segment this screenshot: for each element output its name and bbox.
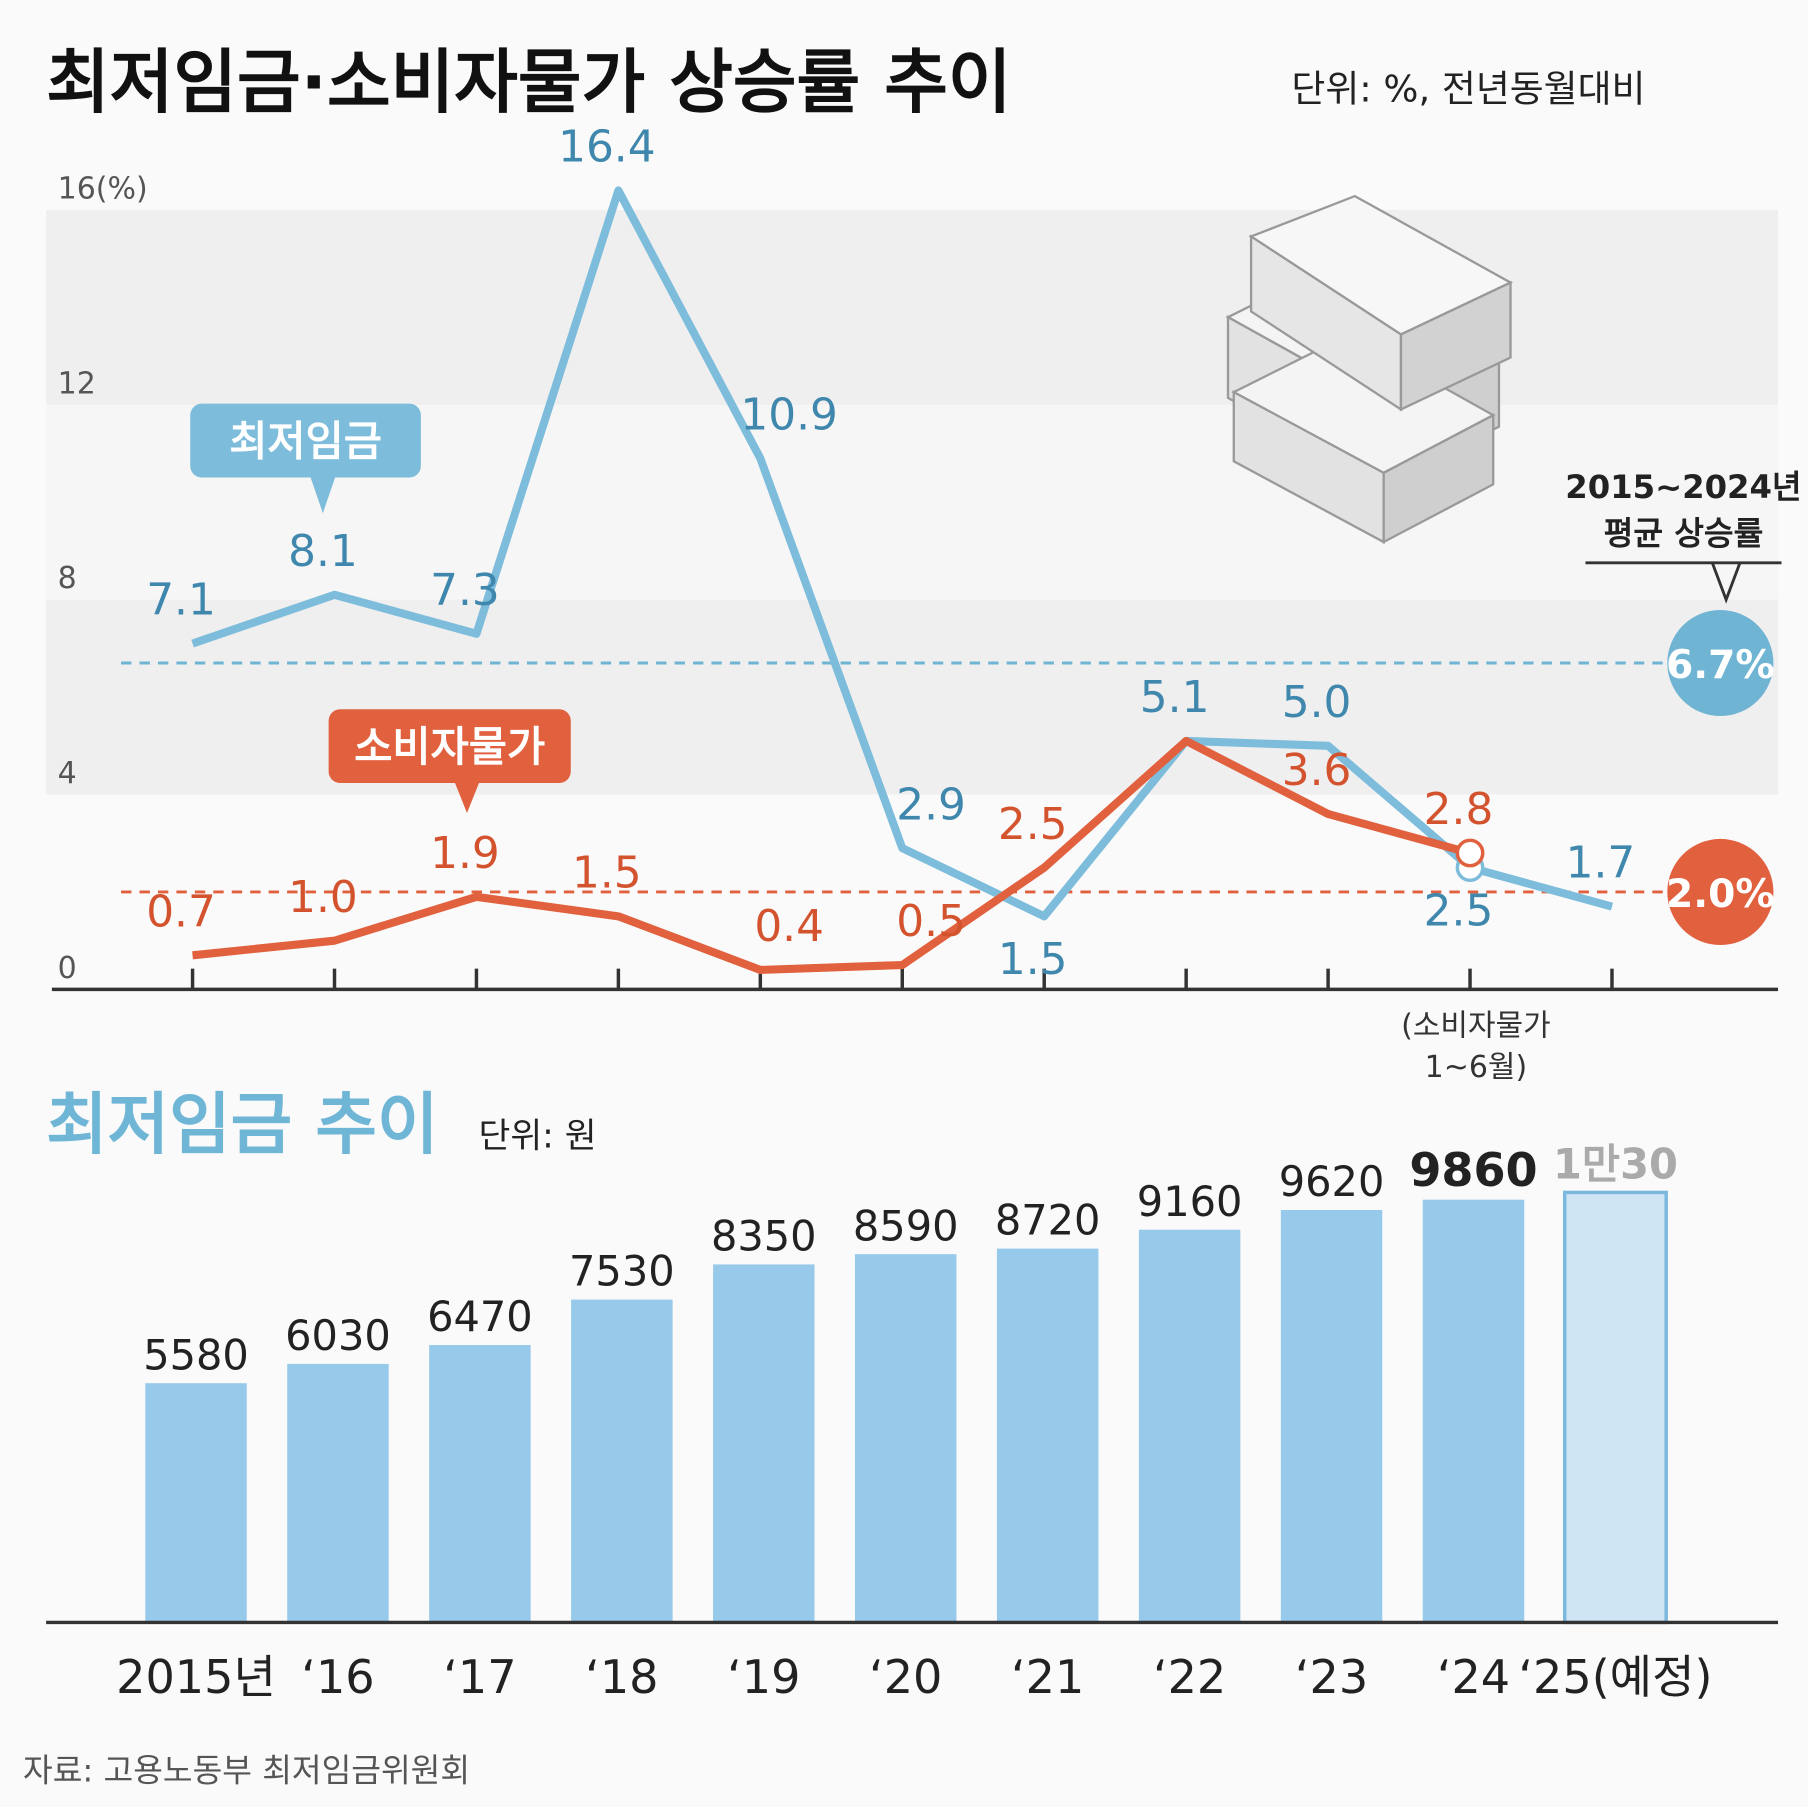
data-label: 7.1 bbox=[146, 575, 216, 626]
bar bbox=[996, 1248, 1099, 1623]
reference-badge bbox=[1667, 609, 1774, 717]
data-label: 0.7 bbox=[146, 886, 216, 937]
data-label: 1만30 bbox=[1553, 1140, 1678, 1189]
x-tick-label: ‘19 bbox=[727, 1650, 800, 1704]
bar bbox=[287, 1363, 389, 1623]
grid-band bbox=[46, 209, 1779, 405]
x-tick-label: 2015년 bbox=[116, 1650, 276, 1704]
data-label: 9620 bbox=[1279, 1157, 1385, 1206]
x-tick-label: ‘24 bbox=[1437, 1650, 1510, 1704]
data-label: 1.9 bbox=[430, 828, 500, 879]
data-label: 7.3 bbox=[430, 565, 500, 616]
x-tick-label: ‘20 bbox=[869, 1650, 942, 1704]
annotation-pointer bbox=[1585, 561, 1782, 604]
legend-pointer bbox=[453, 778, 481, 813]
x-tick-label: ‘21 bbox=[1011, 1650, 1084, 1704]
x-tick-label: ‘17 bbox=[443, 1650, 516, 1704]
data-label: 6030 bbox=[285, 1311, 391, 1360]
data-label: 2.5 bbox=[1424, 885, 1494, 936]
money-icon bbox=[1225, 194, 1514, 544]
bar-title: 최저임금 추이 bbox=[46, 1085, 438, 1163]
bar bbox=[429, 1345, 531, 1623]
bar bbox=[1138, 1229, 1241, 1623]
annotation: 평균 상승률 bbox=[1604, 514, 1764, 552]
x-tick-label: ‘25(예정) bbox=[1518, 1650, 1712, 1704]
x-tick-label: ‘22 bbox=[1153, 1650, 1226, 1704]
bar bbox=[1422, 1199, 1525, 1623]
annotation: 2015~2024년 bbox=[1565, 468, 1801, 506]
data-label: 2.9 bbox=[896, 779, 966, 830]
legend-pointer bbox=[309, 472, 337, 514]
data-label: 9160 bbox=[1137, 1177, 1243, 1226]
y-tick-label: 4 bbox=[58, 756, 77, 791]
y-tick-label: 12 bbox=[58, 366, 96, 401]
bar bbox=[145, 1383, 247, 1623]
source: 자료: 고용노동부 최저임금위원회 bbox=[23, 1752, 470, 1790]
bar bbox=[854, 1254, 957, 1623]
data-label: 1.5 bbox=[572, 848, 642, 899]
chart-subtitle: 단위: %, 전년동월대비 bbox=[1291, 68, 1645, 111]
data-label: 16.4 bbox=[558, 122, 656, 173]
y-tick-label: 8 bbox=[58, 561, 77, 596]
bar bbox=[1280, 1209, 1383, 1623]
note: (소비자물가 bbox=[1401, 1009, 1551, 1044]
legend-label: 소비자물가 bbox=[354, 722, 545, 771]
data-label: 7530 bbox=[569, 1247, 675, 1296]
legend-label: 최저임금 bbox=[229, 417, 382, 466]
bar bbox=[571, 1299, 673, 1623]
reference-badge bbox=[1667, 838, 1774, 946]
data-label: 0.5 bbox=[896, 896, 966, 947]
data-label: 8350 bbox=[711, 1212, 817, 1261]
reference-label: 2.0% bbox=[1666, 872, 1775, 917]
data-label: 0.4 bbox=[754, 901, 824, 952]
data-label: 9860 bbox=[1409, 1143, 1537, 1197]
series-line bbox=[191, 186, 1614, 921]
data-label: 5.0 bbox=[1282, 677, 1352, 728]
bar bbox=[1562, 1190, 1668, 1625]
chart-title: 최저임금·소비자물가 상승률 추이 bbox=[46, 43, 1011, 123]
data-label: 5.1 bbox=[1140, 672, 1210, 723]
x-tick-label: ‘18 bbox=[585, 1650, 658, 1704]
point-marker bbox=[1455, 838, 1485, 868]
x-tick-label: ‘23 bbox=[1295, 1650, 1368, 1704]
data-label: 8.1 bbox=[288, 526, 358, 577]
legend-box bbox=[328, 709, 571, 784]
data-label: 6470 bbox=[427, 1292, 533, 1341]
grid-band bbox=[46, 599, 1779, 795]
data-label: 8590 bbox=[853, 1201, 959, 1250]
data-label: 2.5 bbox=[998, 799, 1068, 850]
data-label: 3.6 bbox=[1282, 745, 1352, 796]
series-line bbox=[192, 736, 1472, 974]
data-label: 10.9 bbox=[740, 390, 838, 441]
data-label: 2.8 bbox=[1424, 784, 1494, 835]
y-tick-label: 16(%) bbox=[58, 171, 148, 206]
legend-box bbox=[190, 403, 421, 478]
bar-subtitle: 단위: 원 bbox=[479, 1116, 597, 1156]
x-tick-label: ‘16 bbox=[301, 1650, 374, 1704]
data-label: 1.0 bbox=[288, 872, 358, 923]
data-label: 1.7 bbox=[1566, 838, 1636, 889]
note: 1~6월) bbox=[1425, 1050, 1528, 1085]
y-tick-label: 0 bbox=[58, 951, 77, 986]
data-label: 1.5 bbox=[998, 934, 1068, 985]
data-label: 5580 bbox=[143, 1330, 249, 1379]
bar bbox=[713, 1264, 815, 1623]
reference-label: 6.7% bbox=[1666, 643, 1775, 688]
data-label: 8720 bbox=[995, 1196, 1101, 1245]
